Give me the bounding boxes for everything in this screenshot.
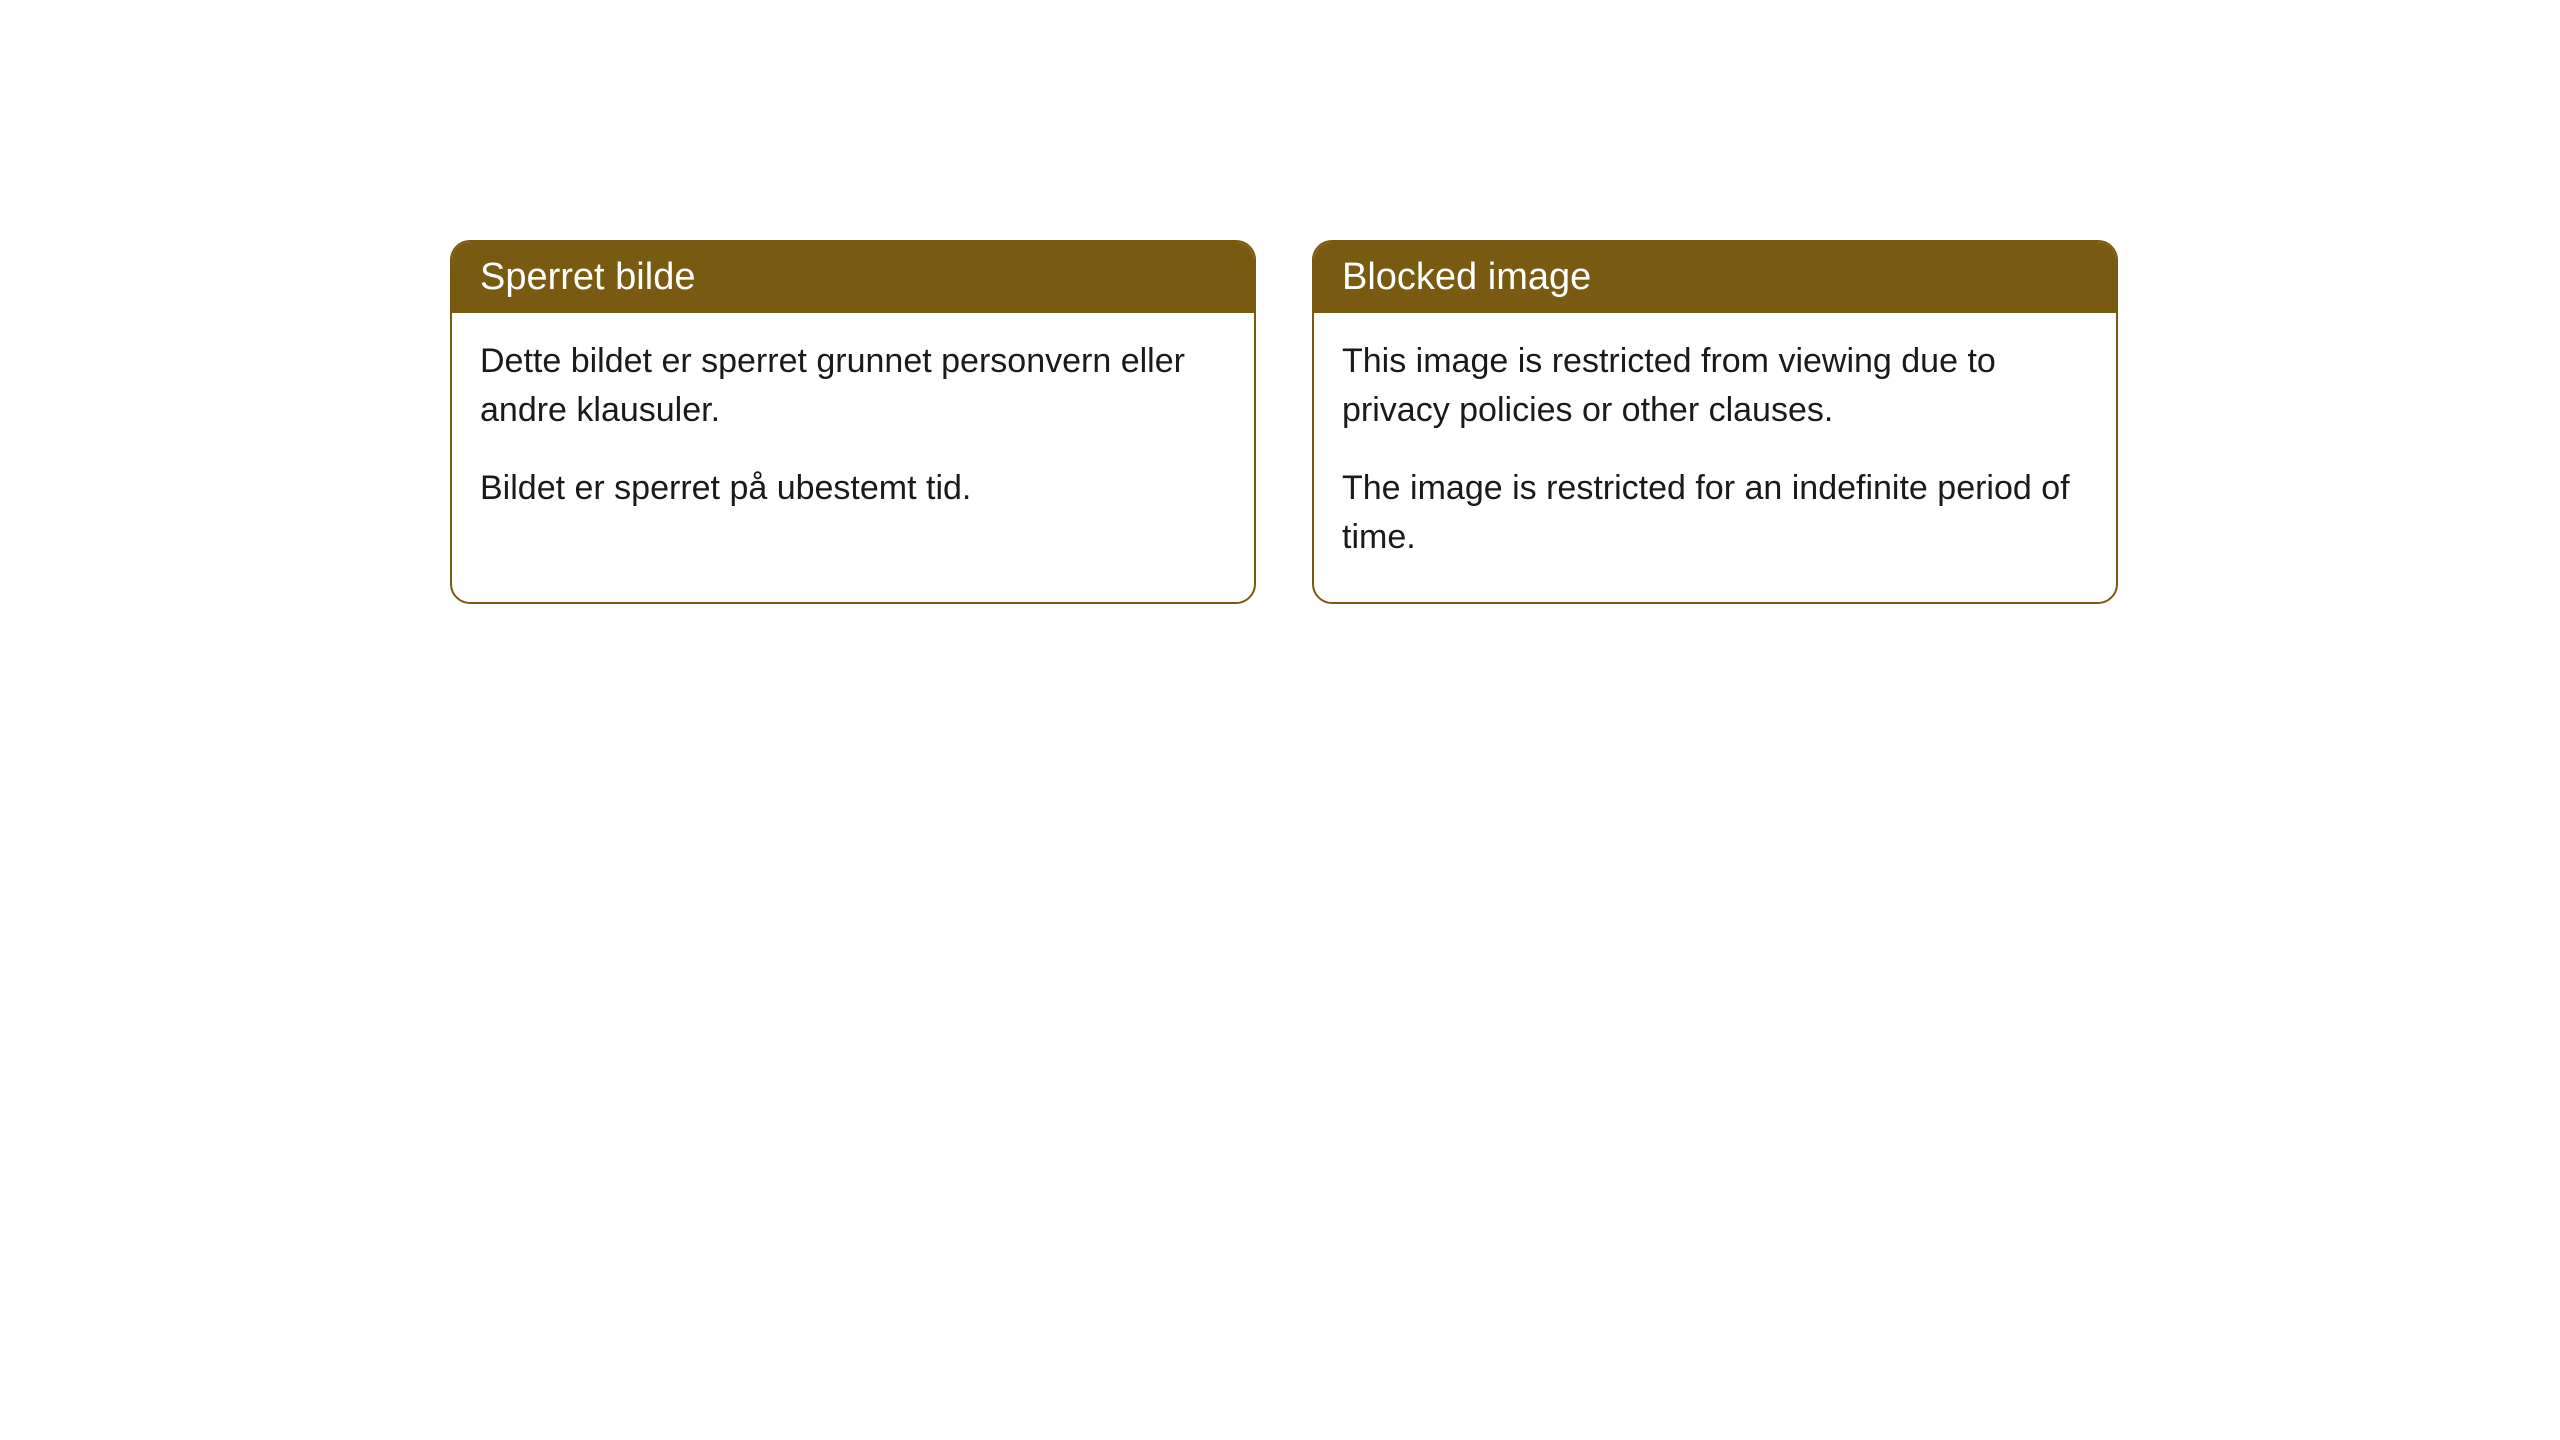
blocked-image-card-norwegian: Sperret bilde Dette bildet er sperret gr…: [450, 240, 1256, 604]
card-header: Sperret bilde: [452, 242, 1254, 313]
blocked-image-card-english: Blocked image This image is restricted f…: [1312, 240, 2118, 604]
card-title: Blocked image: [1342, 256, 1591, 298]
card-header: Blocked image: [1314, 242, 2116, 313]
card-paragraph: This image is restricted from viewing du…: [1342, 337, 2088, 436]
card-paragraph: Bildet er sperret på ubestemt tid.: [480, 464, 1226, 513]
card-paragraph: Dette bildet er sperret grunnet personve…: [480, 337, 1226, 436]
card-body: Dette bildet er sperret grunnet personve…: [452, 313, 1254, 553]
card-title: Sperret bilde: [480, 256, 695, 298]
card-paragraph: The image is restricted for an indefinit…: [1342, 464, 2088, 563]
card-body: This image is restricted from viewing du…: [1314, 313, 2116, 602]
notice-cards-container: Sperret bilde Dette bildet er sperret gr…: [450, 240, 2560, 604]
